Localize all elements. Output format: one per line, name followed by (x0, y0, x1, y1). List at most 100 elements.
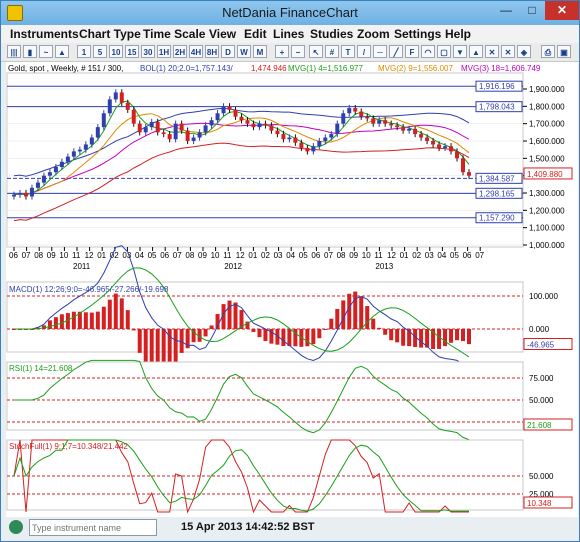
timescale-m-button[interactable]: M (253, 45, 267, 58)
price-tick-label: 1,500.000 (529, 154, 565, 163)
menu-instruments[interactable]: Instruments (10, 27, 79, 41)
menu-bar: Instruments Chart Type Time Scale View E… (1, 25, 579, 43)
candle-body (119, 92, 124, 103)
menu-time-scale[interactable]: Time Scale (143, 27, 206, 41)
minimize-button[interactable]: — (500, 3, 512, 17)
timescale-15-button[interactable]: 15 (125, 45, 139, 58)
bar-chart-icon[interactable]: ||| (7, 45, 21, 58)
macd-histogram-bar (425, 329, 430, 348)
candlestick-icon[interactable]: ▮ (23, 45, 37, 58)
macd-histogram-bar (209, 325, 214, 329)
chart-svg[interactable]: Gold, spot , Weekly, # 151 / 300, BOL(1)… (6, 62, 578, 517)
hline-icon[interactable]: ─ (373, 45, 387, 58)
timescale-1h-button[interactable]: 1H (157, 45, 171, 58)
zoom-out-icon[interactable]: − (291, 45, 305, 58)
arc-icon[interactable]: ◠ (421, 45, 435, 58)
timescale-2h-button[interactable]: 2H (173, 45, 187, 58)
select-icon[interactable]: ▢ (437, 45, 451, 58)
hline-value-box (475, 187, 523, 199)
delete-all-icon[interactable]: ✕ (501, 45, 515, 58)
instrument-search-input[interactable] (29, 519, 157, 536)
macd-histogram-bar (185, 329, 190, 349)
print-icon[interactable]: ⎙ (541, 45, 555, 58)
candle-body (143, 127, 148, 133)
screenshot-icon[interactable]: ▣ (557, 45, 571, 58)
delete-icon[interactable]: ✕ (485, 45, 499, 58)
candle-body (233, 109, 238, 117)
line-chart-icon[interactable]: ~ (39, 45, 53, 58)
title-bar[interactable]: NetDania FinanceChart — □ ✕ (1, 1, 579, 25)
rsi-last-box (523, 418, 573, 431)
hline-value: 1,384.587 (479, 174, 515, 183)
time-tick-label: 04 (286, 251, 295, 260)
timescale-5-button[interactable]: 5 (93, 45, 107, 58)
price-axis: 1,900.000 1,800.000 1,700.000 1,600.000 1,50… (523, 85, 573, 250)
connection-status-icon (9, 520, 23, 534)
menu-chart-type[interactable]: Chart Type (79, 27, 141, 41)
timescale-10-button[interactable]: 10 (109, 45, 123, 58)
time-tick-label: 05 (299, 251, 308, 260)
timescale-4h-button[interactable]: 4H (189, 45, 203, 58)
timescale-1-button[interactable]: 1 (77, 45, 91, 58)
macd-histogram-bar (353, 291, 358, 329)
timescale-w-button[interactable]: W (237, 45, 251, 58)
stoch-pane[interactable] (6, 439, 524, 511)
macd-histogram-bar (101, 306, 106, 329)
macd-histogram-bar (395, 329, 400, 343)
timescale-d-button[interactable]: D (221, 45, 235, 58)
time-tick-label: 07 (173, 251, 182, 260)
candle-body (269, 125, 274, 131)
macd-histogram-bar (53, 317, 58, 329)
color-icon[interactable]: ▼ (453, 45, 467, 58)
crosshair-icon[interactable]: # (325, 45, 339, 58)
macd-tick-label: 0.000 (529, 325, 550, 334)
candle-body (461, 158, 466, 173)
maximize-button[interactable]: □ (528, 3, 536, 17)
horizontal-lines[interactable]: 1,916.196 1,798.043 1,384.587 1,298.165 1,15… (7, 80, 523, 224)
area-chart-icon[interactable]: ▲ (55, 45, 69, 58)
macd-histogram-bar (371, 318, 376, 329)
candle-body (17, 193, 22, 195)
price-pane[interactable] (6, 72, 524, 248)
candle-body (107, 99, 112, 114)
macd-histogram-bar (377, 327, 382, 329)
candle-body (311, 146, 316, 152)
candle-body (173, 123, 178, 140)
close-button[interactable]: ✕ (545, 1, 579, 20)
time-tick-label: 06 (463, 251, 472, 260)
macd-histogram-bar (383, 329, 388, 335)
chart-area[interactable]: Gold, spot , Weekly, # 151 / 300, BOL(1)… (6, 62, 578, 517)
time-tick-label: 04 (135, 251, 144, 260)
candle-body (263, 123, 268, 126)
fibonacci-icon[interactable]: F (405, 45, 419, 58)
macd-histogram-bar (437, 329, 442, 349)
menu-settings[interactable]: Settings (394, 27, 442, 41)
menu-lines[interactable]: Lines (273, 27, 305, 41)
candle-body (419, 134, 424, 138)
menu-view[interactable]: View (209, 27, 237, 41)
menu-zoom[interactable]: Zoom (357, 27, 390, 41)
properties-icon[interactable]: ◈ (517, 45, 531, 58)
text-tool-icon[interactable]: T (341, 45, 355, 58)
pointer-icon[interactable]: ↖ (309, 45, 323, 58)
macd-histogram-bar (311, 329, 316, 345)
menu-edit[interactable]: Edit (244, 27, 267, 41)
macd-histogram-bar (323, 329, 328, 330)
timescale-30-button[interactable]: 30 (141, 45, 155, 58)
channel-icon[interactable]: ╱ (389, 45, 403, 58)
candle-body (137, 123, 142, 133)
candle-body (251, 123, 256, 128)
up-arrow-icon[interactable]: ▲ (469, 45, 483, 58)
candle-body (275, 130, 280, 135)
trendline-icon[interactable]: / (357, 45, 371, 58)
candle-body (35, 182, 40, 188)
rsi-pane[interactable] (6, 361, 524, 431)
menu-help[interactable]: Help (445, 27, 472, 41)
candle-body (221, 106, 226, 114)
zoom-in-icon[interactable]: + (275, 45, 289, 58)
time-tick-label: 12 (85, 251, 94, 260)
timescale-8h-button[interactable]: 8H (205, 45, 219, 58)
menu-studies[interactable]: Studies (310, 27, 354, 41)
window-title: NetDania FinanceChart (222, 5, 358, 20)
candle-body (203, 125, 208, 133)
